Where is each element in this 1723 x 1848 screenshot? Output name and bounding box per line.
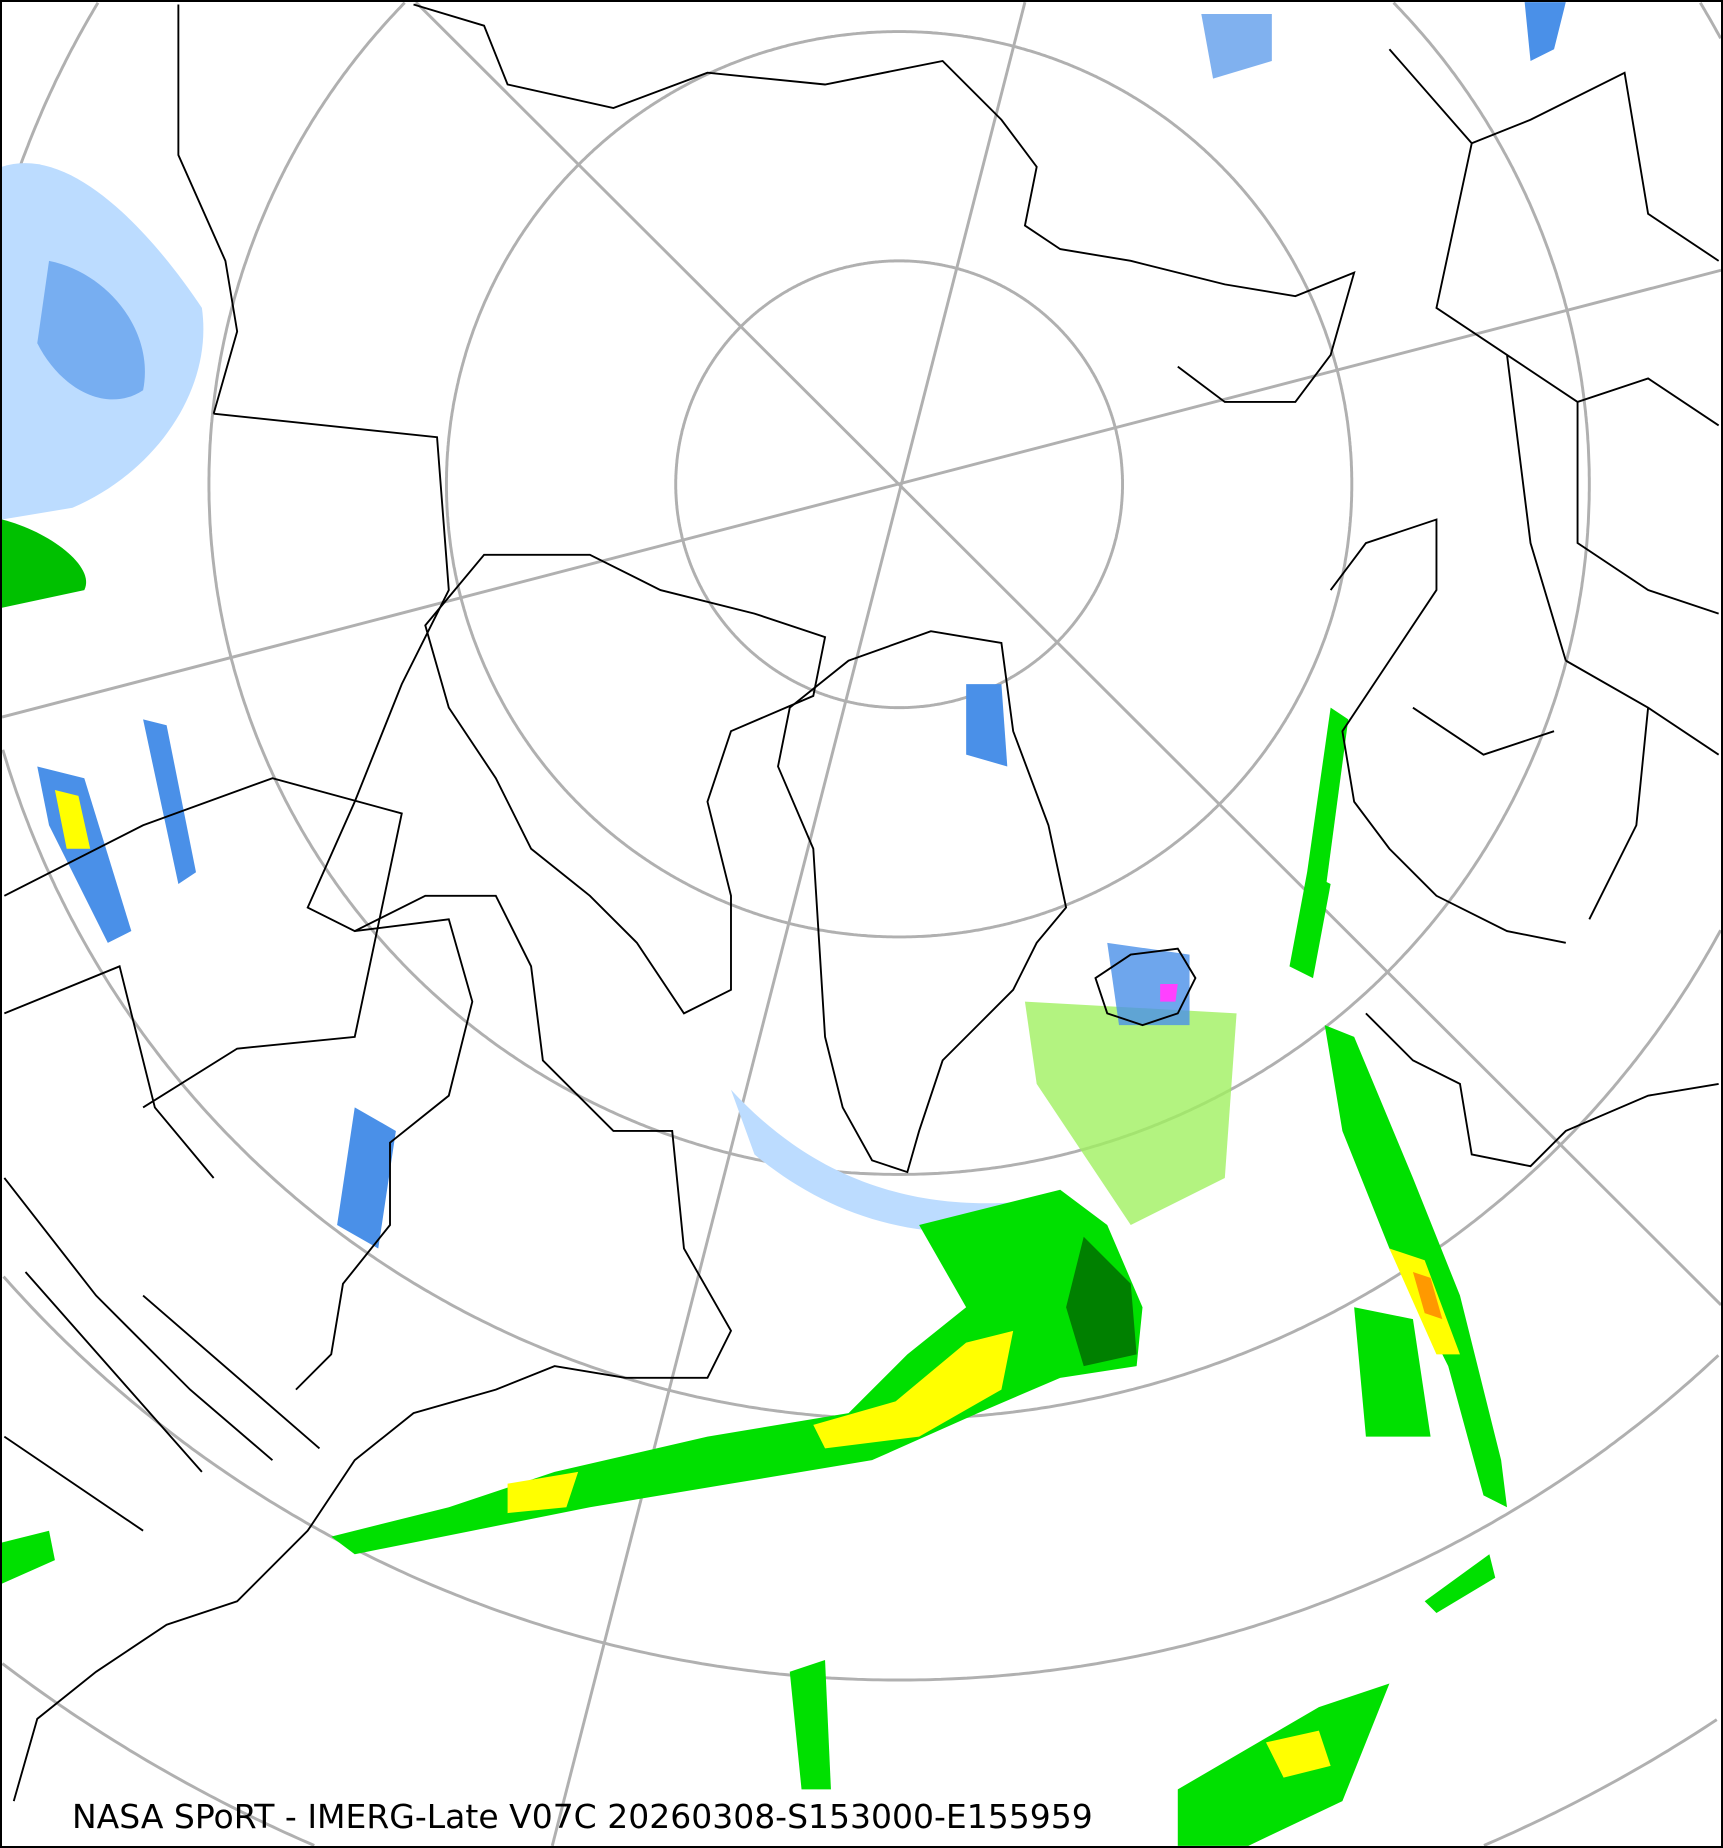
scandinavia-coastline bbox=[1329, 518, 1566, 944]
meridian-line bbox=[2, 268, 1721, 719]
hudson-bay-coastline bbox=[295, 918, 474, 1391]
precip-area bbox=[1265, 1730, 1331, 1778]
latitude-circle bbox=[444, 30, 1354, 939]
iceland-coastline bbox=[1094, 947, 1197, 1027]
precip-area bbox=[1201, 13, 1272, 79]
latitude-circle bbox=[674, 259, 1124, 710]
precip-area bbox=[337, 1107, 396, 1249]
precip-area bbox=[1066, 1236, 1137, 1367]
country-borders bbox=[1388, 48, 1720, 920]
precip-area bbox=[1307, 707, 1349, 896]
precip-area bbox=[54, 789, 91, 849]
precip-area bbox=[789, 1660, 831, 1790]
latitude-circle bbox=[207, 2, 1591, 1176]
precip-area bbox=[37, 260, 145, 400]
alaska-coastline bbox=[177, 4, 239, 414]
siberia-coastline bbox=[413, 3, 1356, 403]
europe-coastline bbox=[1365, 1012, 1719, 1168]
precip-area bbox=[966, 684, 1008, 767]
greenland-coastline bbox=[777, 630, 1068, 1174]
latitude-circle bbox=[2, 1275, 1720, 1682]
precip-area bbox=[2, 519, 87, 608]
precip-area bbox=[813, 1330, 1014, 1449]
precip-area bbox=[1107, 942, 1190, 1026]
precip-area bbox=[2, 1530, 55, 1584]
precip-area bbox=[1424, 1554, 1496, 1614]
precip-area bbox=[143, 719, 197, 885]
meridian-line bbox=[550, 2, 1027, 1846]
precip-area bbox=[1289, 872, 1331, 979]
precipitation bbox=[2, 2, 1566, 1846]
canadian-archipelago-coastline bbox=[424, 553, 827, 1015]
coastlines-and-borders bbox=[3, 3, 1720, 1802]
precip-area bbox=[1354, 1307, 1431, 1437]
meridian-line bbox=[414, 2, 1721, 1306]
north-america-coastline bbox=[12, 412, 733, 1802]
precip-area bbox=[1160, 983, 1178, 1002]
precip-area bbox=[331, 1189, 1143, 1555]
map-caption: NASA SPoRT - IMERG-Late V07C 20260308-S1… bbox=[72, 1797, 1093, 1836]
latitude-circle bbox=[2, 1662, 1718, 1846]
precip-area bbox=[1524, 2, 1566, 61]
precip-area bbox=[507, 1471, 579, 1514]
precip-area bbox=[1412, 1272, 1443, 1320]
state-borders bbox=[3, 777, 403, 1532]
precip-area bbox=[1024, 1001, 1237, 1226]
